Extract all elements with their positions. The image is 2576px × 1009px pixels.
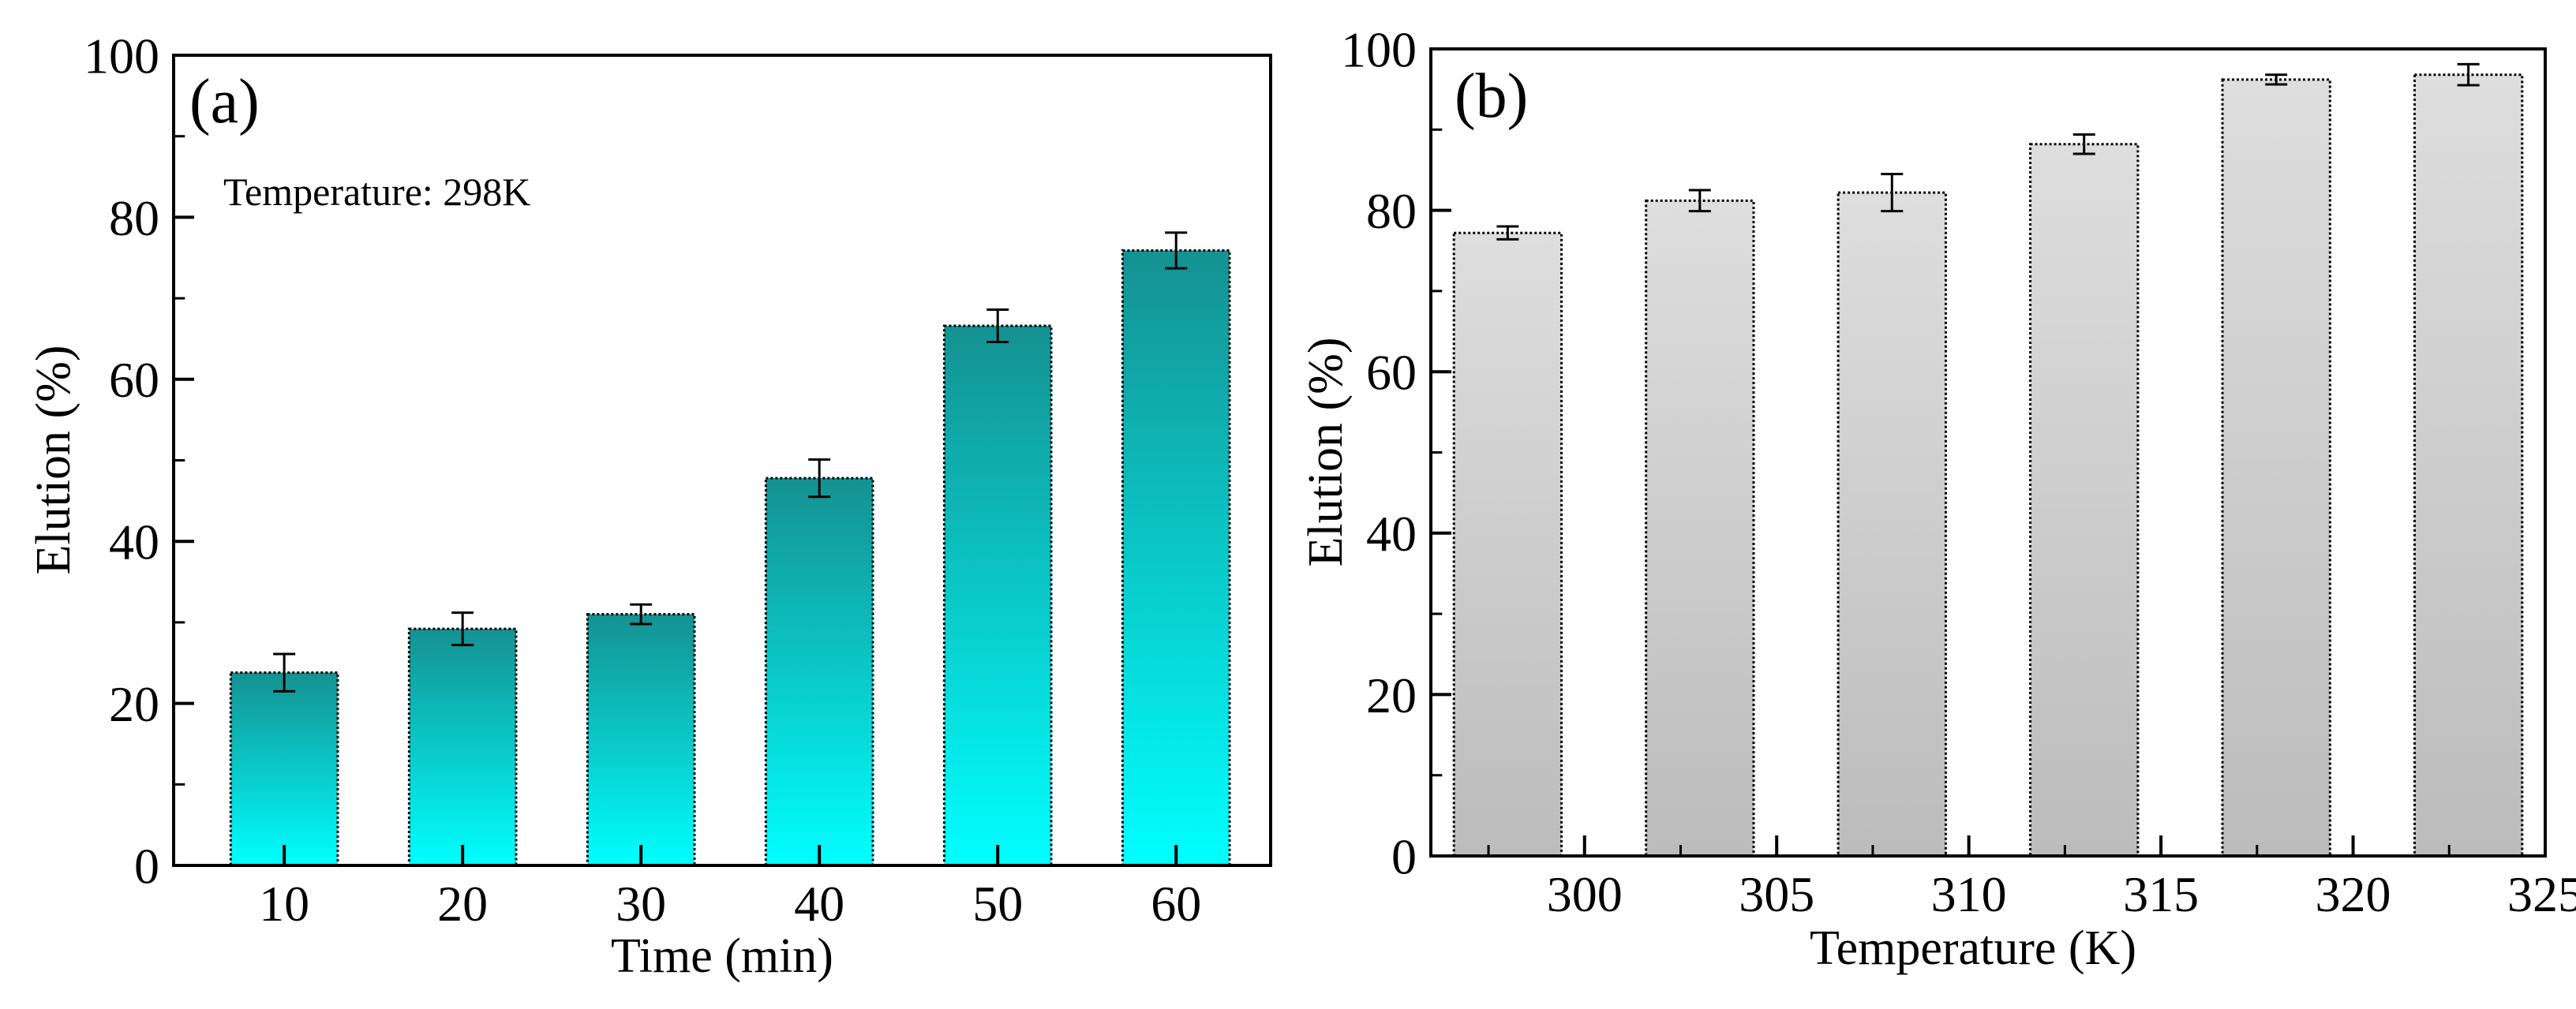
y-tick-label: 60 xyxy=(109,352,159,408)
y-tick-label: 40 xyxy=(1366,506,1417,562)
x-tick-label: 310 xyxy=(1931,866,2007,922)
bar xyxy=(229,671,339,867)
x-tick-label: 40 xyxy=(794,876,844,932)
x-tick-label: 305 xyxy=(1739,866,1814,922)
chart-panel-b: 0 20 40 60 80 100 300 305 310 315 320 325 (b) Tempe… xyxy=(1299,21,2576,975)
y-tick-label: 100 xyxy=(84,28,159,84)
bar xyxy=(1645,199,1755,858)
y-tick-label: 0 xyxy=(1391,828,1417,884)
bar xyxy=(2413,73,2524,858)
bar xyxy=(2221,78,2331,858)
x-tick-label: 325 xyxy=(2507,866,2576,922)
bar xyxy=(942,324,1053,867)
y-tick-label: 100 xyxy=(1341,21,1417,77)
y-tick-label: 20 xyxy=(109,676,159,732)
y-tick-label: 20 xyxy=(1366,667,1417,723)
x-tick-label: 300 xyxy=(1547,866,1623,922)
bar xyxy=(2029,143,2140,858)
chart-panel-a: 0 20 40 60 80 100 10 20 30 40 50 60 (a) Temperature… xyxy=(27,28,1272,983)
bar xyxy=(764,476,874,867)
x-tick-label: 30 xyxy=(616,876,666,932)
chart-a-y-axis-label: Elution (%) xyxy=(27,346,80,575)
chart-b-plot-frame xyxy=(1429,47,2547,858)
y-tick-label: 40 xyxy=(109,514,159,570)
chart-b-panel-label: (b) xyxy=(1455,62,1528,131)
y-tick-label: 80 xyxy=(1366,183,1417,239)
x-tick-label: 60 xyxy=(1151,876,1201,932)
chart-a-annotation: Temperature: 298K xyxy=(223,170,530,214)
y-tick-label: 80 xyxy=(109,190,159,246)
chart-b-x-axis-label: Temperature (K) xyxy=(1810,921,2136,975)
bar xyxy=(1452,231,1563,858)
bar xyxy=(407,627,518,867)
chart-b-y-axis-label: Elution (%) xyxy=(1299,338,1353,567)
x-tick-label: 315 xyxy=(2123,866,2199,922)
bar xyxy=(1121,249,1231,867)
chart-a-panel-label: (a) xyxy=(189,67,260,136)
y-tick-label: 0 xyxy=(134,838,159,894)
x-tick-label: 320 xyxy=(2316,866,2391,922)
chart-a-x-axis-label: Time (min) xyxy=(611,929,833,983)
x-tick-label: 50 xyxy=(972,876,1023,932)
bar xyxy=(586,613,696,867)
bar xyxy=(1837,191,1947,858)
y-tick-label: 60 xyxy=(1366,345,1417,401)
x-tick-label: 10 xyxy=(259,876,309,932)
x-tick-label: 20 xyxy=(437,876,488,932)
